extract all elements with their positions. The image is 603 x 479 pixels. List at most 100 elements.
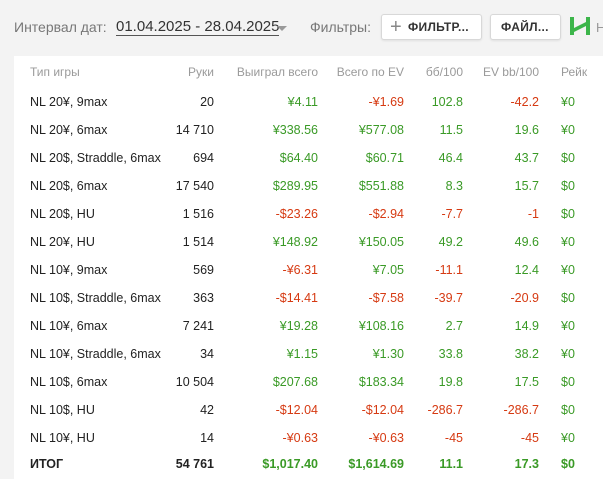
cell-hands: 363 (193, 291, 214, 305)
cell-hands: 7 241 (182, 319, 214, 333)
cell-rake: $0 (561, 207, 575, 221)
cell-hands: 42 (200, 403, 214, 417)
cell-hands: 54 761 (175, 457, 214, 471)
cell-ev-bb100: 17.5 (514, 375, 539, 389)
table-row[interactable]: NL 20¥, 6max 14 710 ¥338.56 ¥577.08 11.5 19.6… (14, 116, 603, 144)
cell-won-total: $289.95 (272, 179, 318, 193)
date-range-select[interactable]: 01.04.2025 - 28.04.2025 (116, 18, 280, 36)
table-header-row: Тип игры Руки Выиграл всего Всего по EV … (14, 56, 603, 88)
table-row[interactable]: NL 20¥, 9max 20 ¥4.11 -¥1.69 102.8 -42.2 ¥0 (14, 88, 603, 116)
cell-game-type: NL 10$, 6max (30, 375, 108, 389)
cell-game-type: NL 10¥, HU (30, 431, 95, 445)
column-header-rake[interactable]: Рейк (561, 65, 588, 79)
cell-rake: ¥0 (561, 123, 575, 137)
cell-ev-total: -$2.94 (368, 207, 404, 221)
table-row[interactable]: NL 10$, 6max 10 504 $207.68 $183.34 19.8 17.5… (14, 368, 603, 396)
table-row[interactable]: NL 20$, Straddle, 6max 694 $64.40 $60.71 46.… (14, 144, 603, 172)
column-header-game-type[interactable]: Тип игры (30, 65, 80, 79)
cell-game-type: NL 10¥, 6max (30, 319, 108, 333)
cell-ev-total: $60.71 (365, 151, 404, 165)
cell-won-total: -$23.26 (275, 207, 318, 221)
cell-ev-total: -¥1.69 (368, 95, 404, 109)
cell-game-type: NL 10$, Straddle, 6max (30, 291, 161, 305)
column-header-won-total[interactable]: Выиграл всего (236, 65, 318, 79)
cell-ev-total: ¥108.16 (358, 319, 404, 333)
cell-rake: $0 (561, 151, 575, 165)
cell-won-total: -¥0.63 (282, 431, 318, 445)
cell-bb100: -286.7 (427, 403, 463, 417)
cell-game-type: NL 20¥, HU (30, 235, 95, 249)
table-row[interactable]: NL 10$, Straddle, 6max 363 -$14.41 -$7.58 -3… (14, 284, 603, 312)
cell-bb100: 46.4 (438, 151, 463, 165)
cell-ev-bb100: 14.9 (514, 319, 539, 333)
table-row[interactable]: NL 10$, HU 42 -$12.04 -$12.04 -286.7 -286.7 $0 (14, 396, 603, 424)
date-interval-label: Интервал дат: (14, 19, 107, 35)
cell-bb100: 102.8 (431, 95, 463, 109)
cell-ev-total: -$7.58 (368, 291, 404, 305)
cell-ev-bb100: -286.7 (503, 403, 539, 417)
cell-won-total: -¥6.31 (282, 263, 318, 277)
column-header-ev-total[interactable]: Всего по EV (336, 65, 404, 79)
cell-won-total: $207.68 (272, 375, 318, 389)
cell-rake: $0 (561, 291, 575, 305)
cell-hands: 1 516 (182, 207, 214, 221)
cell-ev-bb100: 15.7 (514, 179, 539, 193)
cell-rake: ¥0 (561, 347, 575, 361)
cell-won-total: -$12.04 (275, 403, 318, 417)
cell-won-total: $64.40 (279, 151, 318, 165)
table-row[interactable]: NL 20$, 6max 17 540 $289.95 $551.88 8.3 15.7 $… (14, 172, 603, 200)
cell-hands: 10 504 (175, 375, 214, 389)
cell-won-total: ¥1.15 (286, 347, 318, 361)
cell-hands: 694 (193, 151, 214, 165)
cell-game-type: NL 20$, HU (30, 207, 95, 221)
table-row[interactable]: NL 20¥, HU 1 514 ¥148.92 ¥150.05 49.2 49.6 ¥0 (14, 228, 603, 256)
cell-ev-bb100: -42.2 (510, 95, 540, 109)
cell-won-total: ¥19.28 (279, 319, 318, 333)
cell-ev-total: -$12.04 (361, 403, 404, 417)
cell-rake: ¥0 (561, 431, 575, 445)
table-row[interactable]: NL 10¥, HU 14 -¥0.63 -¥0.63 -45 -45 ¥0 (14, 424, 603, 452)
column-header-bb100[interactable]: бб/100 (425, 65, 463, 79)
table-row[interactable]: NL 10¥, 6max 7 241 ¥19.28 ¥108.16 2.7 14.9 ¥0 (14, 312, 603, 340)
cell-ev-total: ¥577.08 (358, 123, 404, 137)
cell-bb100: -39.7 (434, 291, 464, 305)
cell-hands: 20 (200, 95, 214, 109)
cell-rake: ¥0 (561, 235, 575, 249)
column-header-ev-bb100[interactable]: EV bb/100 (482, 65, 539, 79)
cell-bb100: 19.8 (438, 375, 463, 389)
cell-bb100: 33.8 (438, 347, 463, 361)
cell-ev-total: $1,614.69 (348, 457, 404, 471)
cell-bb100: -45 (444, 431, 463, 445)
app-logo-icon[interactable] (569, 16, 591, 36)
cell-ev-bb100: 38.2 (514, 347, 539, 361)
table-row[interactable]: NL 10¥, Straddle, 6max 34 ¥1.15 ¥1.30 33.8 38… (14, 340, 603, 368)
cell-bb100: 11.5 (439, 123, 463, 137)
cell-won-total: ¥148.92 (272, 235, 318, 249)
cell-ev-bb100: 43.7 (514, 151, 539, 165)
cell-game-type: NL 20¥, 6max (30, 123, 108, 137)
table-body: NL 20¥, 9max 20 ¥4.11 -¥1.69 102.8 -42.2 ¥0 NL … (14, 88, 603, 476)
file-button-label: ФАЙЛ... (501, 20, 549, 34)
table-total-row[interactable]: ИТОГ 54 761 $1,017.40 $1,614.69 11.1 17.3 $0 (14, 452, 603, 476)
cell-rake: $0 (561, 179, 575, 193)
cell-ev-bb100: 19.6 (514, 123, 539, 137)
cell-bb100: 49.2 (438, 235, 463, 249)
cell-bb100: 8.3 (445, 179, 463, 193)
cell-game-type: NL 10¥, 9max (30, 263, 108, 277)
chevron-down-icon[interactable] (277, 26, 287, 31)
cell-hands: 569 (193, 263, 214, 277)
cell-game-type: NL 20$, 6max (30, 179, 108, 193)
table-row[interactable]: NL 20$, HU 1 516 -$23.26 -$2.94 -7.7 -1 $0 (14, 200, 603, 228)
cell-ev-total: $183.34 (358, 375, 404, 389)
add-filter-button[interactable]: + ФИЛЬТР... (381, 14, 482, 40)
file-button[interactable]: ФАЙЛ... (490, 14, 561, 40)
cell-bb100: -7.7 (441, 207, 463, 221)
table-row[interactable]: NL 10¥, 9max 569 -¥6.31 ¥7.05 -11.1 12.4 ¥0 (14, 256, 603, 284)
cell-ev-total: ¥150.05 (358, 235, 404, 249)
stats-panel: Тип игры Руки Выиграл всего Всего по EV … (14, 56, 603, 479)
column-header-hands[interactable]: Руки (188, 65, 214, 79)
cell-game-type: NL 20$, Straddle, 6max (30, 151, 161, 165)
cell-game-type: NL 10$, HU (30, 403, 95, 417)
cell-ev-bb100: 49.6 (514, 235, 539, 249)
cell-rake: $0 (561, 375, 575, 389)
